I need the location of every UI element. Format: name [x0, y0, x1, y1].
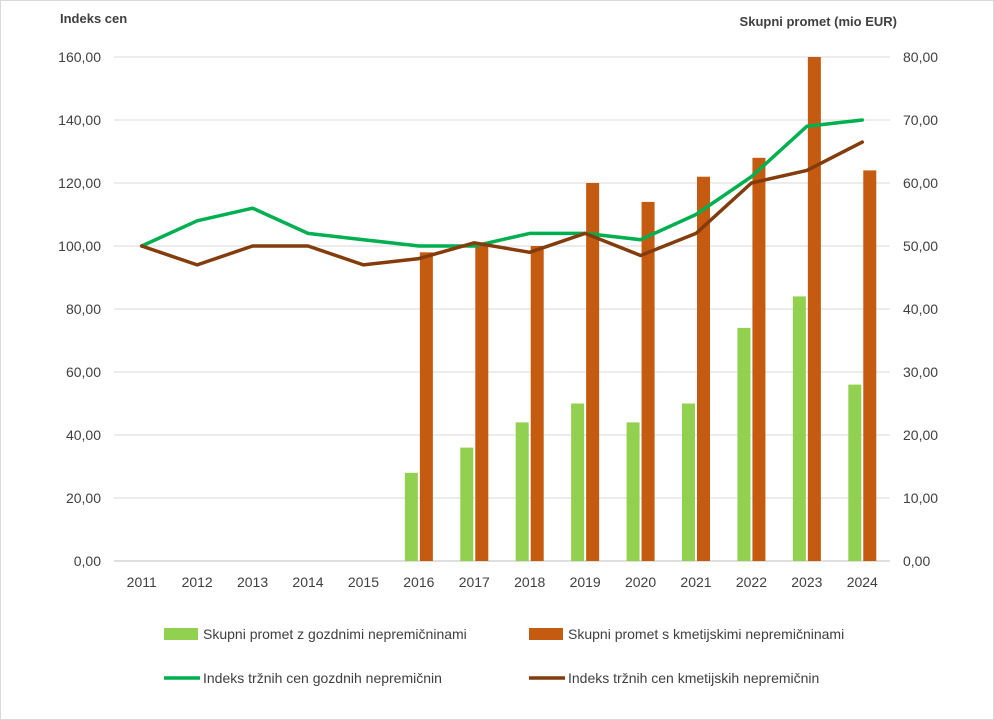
- legend-label: Skupni promet z gozdnimi nepremičninami: [203, 626, 467, 642]
- right-tick-label: 70,00: [903, 112, 938, 128]
- x-tick-label: 2018: [514, 574, 545, 590]
- x-tick-label: 2014: [292, 574, 323, 590]
- bar-forest-2023: [792, 296, 806, 561]
- x-tick-label: 2015: [348, 574, 379, 590]
- lines: [139, 118, 865, 267]
- x-tick-label: 2016: [403, 574, 434, 590]
- left-tick-label: 80,00: [66, 301, 101, 317]
- left-tick-label: 20,00: [66, 490, 101, 506]
- legend-swatch: [164, 628, 198, 640]
- x-tick-label: 2011: [127, 574, 157, 590]
- bar-forest-2024: [848, 384, 862, 561]
- bar-agri-2020: [641, 201, 655, 561]
- left-tick-label: 120,00: [58, 175, 101, 191]
- bar-agri-2024: [863, 170, 877, 561]
- x-tick-label: 2017: [459, 574, 490, 590]
- x-tick-label: 2012: [182, 574, 213, 590]
- legend: Skupni promet z gozdnimi nepremičninami S…: [164, 626, 844, 686]
- line-forest-index: [139, 118, 865, 248]
- legend-swatch: [529, 628, 563, 640]
- bar-agri-2017: [475, 246, 489, 561]
- x-tick-label: 2023: [791, 574, 822, 590]
- x-tick-label: 2022: [736, 574, 767, 590]
- legend-label: Indeks tržnih cen gozdnih nepremičnin: [203, 670, 442, 686]
- right-axis-title: Skupni promet (mio EUR): [740, 14, 897, 29]
- right-tick-label: 40,00: [903, 301, 938, 317]
- bar-forest-2022: [737, 327, 751, 561]
- bar-agri-2023: [807, 57, 821, 561]
- right-tick-label: 0,00: [903, 553, 930, 569]
- left-tick-label: 160,00: [58, 49, 101, 65]
- bar-agri-2019: [586, 183, 600, 561]
- left-tick-label: 60,00: [66, 364, 101, 380]
- left-tick-label: 0,00: [74, 553, 101, 569]
- bar-forest-2018: [515, 422, 529, 561]
- left-tick-label: 140,00: [58, 112, 101, 128]
- legend-label: Indeks tržnih cen kmetijskih nepremičnin: [568, 670, 819, 686]
- line-agri-index: [139, 140, 865, 267]
- x-tick-label: 2024: [847, 574, 878, 590]
- axes: Indeks cen Skupni promet (mio EUR) 0,00 2…: [58, 11, 938, 590]
- right-tick-label: 50,00: [903, 238, 938, 254]
- x-tick-label: 2019: [570, 574, 601, 590]
- bar-agri-2016: [419, 252, 433, 562]
- left-tick-label: 100,00: [58, 238, 101, 254]
- legend-label: Skupni promet s kmetijskimi nepremičnina…: [568, 626, 844, 642]
- left-axis-title: Indeks cen: [60, 11, 127, 26]
- gridlines: [114, 56, 890, 562]
- x-tick-label: 2021: [680, 574, 711, 590]
- right-tick-label: 30,00: [903, 364, 938, 380]
- right-tick-label: 80,00: [903, 49, 938, 65]
- bar-agri-2018: [530, 246, 544, 561]
- bar-forest-2019: [571, 403, 585, 561]
- bar-forest-2016: [404, 472, 418, 561]
- bars: [404, 57, 877, 562]
- right-tick-label: 20,00: [903, 427, 938, 443]
- bar-forest-2017: [460, 447, 474, 561]
- bar-agri-2021: [697, 176, 710, 561]
- left-tick-label: 40,00: [66, 427, 101, 443]
- right-tick-label: 60,00: [903, 175, 938, 191]
- x-tick-label: 2020: [625, 574, 656, 590]
- x-tick-label: 2013: [237, 574, 268, 590]
- right-tick-label: 10,00: [903, 490, 938, 506]
- bar-forest-2020: [626, 422, 640, 561]
- bar-forest-2021: [682, 403, 695, 561]
- bar-agri-2022: [752, 157, 766, 562]
